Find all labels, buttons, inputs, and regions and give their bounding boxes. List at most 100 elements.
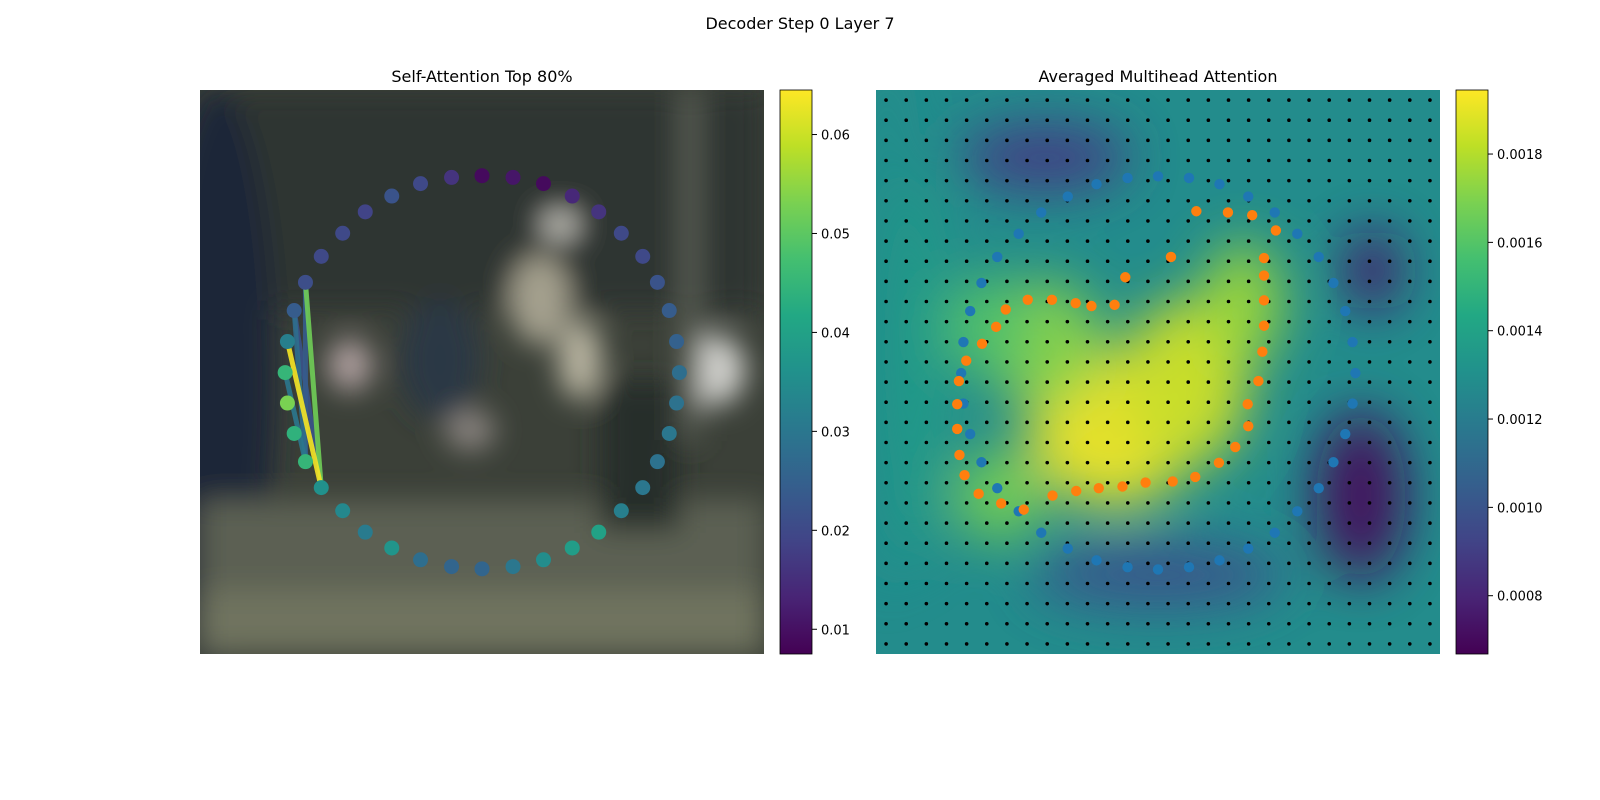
attention-point bbox=[413, 552, 429, 568]
grid-dot bbox=[984, 158, 989, 163]
grid-dot bbox=[1347, 279, 1352, 284]
attention-blob bbox=[954, 450, 1046, 542]
grid-dot bbox=[964, 601, 969, 606]
attention-point bbox=[357, 204, 373, 220]
grid-dot bbox=[1206, 138, 1211, 143]
grid-dot bbox=[924, 198, 929, 203]
grid-dot bbox=[1005, 279, 1009, 284]
grid-dot bbox=[884, 360, 888, 364]
grid-dot bbox=[1025, 138, 1029, 143]
grid-dot bbox=[1407, 118, 1412, 123]
grid-dot bbox=[1166, 98, 1170, 102]
grid-dot bbox=[1065, 440, 1070, 445]
grid-dot bbox=[1085, 380, 1090, 384]
grid-dot bbox=[884, 480, 888, 485]
attention-point bbox=[444, 559, 460, 575]
grid-dot bbox=[984, 138, 989, 143]
attention-point bbox=[357, 524, 373, 540]
grid-dot bbox=[1206, 521, 1211, 525]
grid-dot bbox=[1105, 460, 1110, 465]
grid-dot bbox=[884, 239, 888, 243]
grid-dot bbox=[1327, 239, 1332, 243]
grid-dot bbox=[1387, 621, 1392, 626]
grid-dot bbox=[1266, 541, 1271, 546]
point-outer bbox=[1347, 398, 1358, 409]
point-inner bbox=[953, 375, 965, 387]
grid-dot bbox=[1287, 460, 1291, 465]
point-inner bbox=[976, 338, 988, 349]
grid-dot bbox=[1025, 360, 1029, 364]
colorbar-tick-label: 0.05 bbox=[821, 227, 850, 242]
grid-dot bbox=[1287, 541, 1291, 546]
grid-dot bbox=[1347, 380, 1352, 384]
grid-dot bbox=[1065, 138, 1070, 143]
grid-dot bbox=[1065, 178, 1070, 183]
grid-dot bbox=[1428, 360, 1432, 364]
grid-dot bbox=[1407, 420, 1412, 425]
grid-dot bbox=[1327, 400, 1332, 405]
grid-dot bbox=[1226, 440, 1231, 445]
grid-dot bbox=[1266, 239, 1271, 243]
grid-dot bbox=[1166, 319, 1170, 324]
grid-dot bbox=[1206, 581, 1211, 586]
grid-dot bbox=[1246, 239, 1251, 243]
grid-dot bbox=[1025, 319, 1029, 324]
grid-dot bbox=[964, 118, 969, 123]
grid-dot bbox=[984, 98, 989, 102]
grid-dot bbox=[1025, 521, 1029, 525]
grid-dot bbox=[924, 339, 929, 344]
grid-dot bbox=[1387, 319, 1392, 324]
grid-dot bbox=[944, 521, 949, 525]
grid-dot bbox=[1387, 198, 1392, 203]
grid-dot bbox=[1307, 400, 1311, 405]
grid-dot bbox=[1065, 561, 1070, 566]
attention-point bbox=[649, 274, 665, 290]
grid-dot bbox=[1146, 319, 1150, 324]
point-inner bbox=[1257, 346, 1268, 357]
grid-dot bbox=[1226, 198, 1231, 203]
attention-point bbox=[661, 303, 677, 319]
grid-dot bbox=[904, 420, 909, 425]
attention-point bbox=[277, 365, 293, 381]
grid-dot bbox=[1166, 118, 1170, 123]
grid-dot bbox=[1428, 299, 1432, 304]
grid-dot bbox=[1125, 601, 1130, 606]
grid-dot bbox=[924, 279, 929, 284]
grid-dot bbox=[1206, 299, 1211, 304]
grid-dot bbox=[924, 138, 929, 143]
grid-dot bbox=[1246, 460, 1251, 465]
grid-dot bbox=[1226, 460, 1231, 465]
grid-dot bbox=[1125, 621, 1130, 626]
point-outer bbox=[1243, 543, 1254, 554]
grid-dot bbox=[1065, 420, 1070, 425]
grid-dot bbox=[1226, 480, 1231, 485]
attention-point bbox=[591, 524, 607, 540]
point-inner bbox=[1258, 320, 1270, 331]
grid-dot bbox=[964, 138, 969, 143]
grid-dot bbox=[944, 319, 949, 324]
point-inner bbox=[1000, 304, 1011, 315]
grid-dot bbox=[1105, 400, 1110, 405]
grid-dot bbox=[1347, 621, 1352, 626]
grid-dot bbox=[1125, 259, 1130, 264]
grid-dot bbox=[1226, 138, 1231, 143]
grid-dot bbox=[1045, 440, 1050, 445]
grid-dot bbox=[1146, 158, 1150, 163]
grid-dot bbox=[1085, 460, 1090, 465]
grid-dot bbox=[1166, 360, 1170, 364]
grid-dot bbox=[944, 460, 949, 465]
grid-dot bbox=[1266, 601, 1271, 606]
grid-dot bbox=[1146, 440, 1150, 445]
grid-dot bbox=[1428, 339, 1432, 344]
grid-dot bbox=[1287, 521, 1291, 525]
point-outer bbox=[1062, 191, 1073, 202]
attention-point bbox=[505, 559, 521, 575]
grid-dot bbox=[1206, 259, 1211, 264]
grid-dot bbox=[884, 541, 888, 546]
grid-dot bbox=[1005, 138, 1009, 143]
grid-dot bbox=[1367, 339, 1372, 344]
grid-dot bbox=[1246, 480, 1251, 485]
grid-dot bbox=[1045, 460, 1050, 465]
grid-dot bbox=[1125, 440, 1130, 445]
grid-dot bbox=[1085, 319, 1090, 324]
